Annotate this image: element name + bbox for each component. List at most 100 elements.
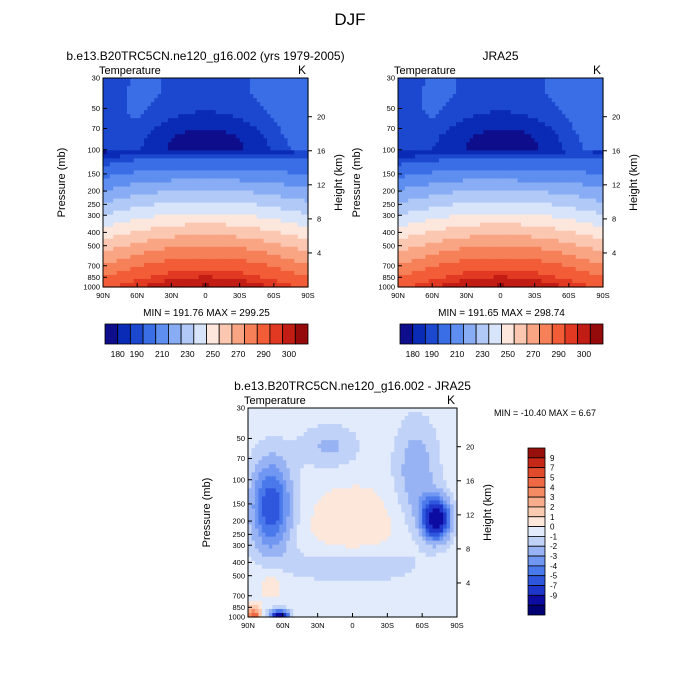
colorbar-1-box [551, 323, 566, 345]
panel-0-ytick-label: 300 [87, 211, 100, 220]
colorbar-2-box [527, 555, 546, 567]
colorbar-2-box [527, 604, 546, 616]
colorbar-2-label: -2 [550, 542, 558, 551]
colorbar-0-box [117, 323, 131, 345]
panel-0-ytick-right-label: 16 [317, 146, 325, 155]
colorbar-2-box [527, 516, 546, 527]
panel-1-ytick-label: 500 [382, 241, 395, 250]
colorbar-0-box [104, 323, 119, 345]
colorbar-2-label: -7 [550, 582, 558, 591]
colorbar-0-box [256, 323, 271, 345]
colorbar-2-label: 4 [550, 483, 555, 492]
panel-0-xtick-label: 90N [96, 291, 110, 300]
panel-2-ytick-label: 250 [232, 530, 245, 539]
panel-2-ylabel-right: Height (km) [482, 484, 494, 541]
panel-0-ylabel: Pressure (mb) [56, 148, 68, 218]
panel-2-ytick-label: 1000 [228, 613, 245, 622]
panel-2-ytick-label: 200 [232, 517, 245, 526]
panel-1-xtick-label: 0 [498, 291, 502, 300]
colorbar-0-box [231, 323, 245, 345]
colorbar-1-label: 300 [577, 349, 591, 359]
figure-title: DJF [334, 10, 366, 29]
panel-0-ytick-label: 500 [87, 241, 100, 250]
panel-1-title: JRA25 [482, 49, 518, 63]
panel-2-ytick-right-label: 16 [466, 476, 474, 485]
colorbar-0-box [155, 323, 169, 345]
panel-1-ytick-label: 400 [382, 228, 395, 237]
colorbar-2-label: 5 [550, 473, 555, 482]
panel-1-ytick-label: 300 [382, 211, 395, 220]
panel-2-ytick-label: 500 [232, 571, 245, 580]
panel-0-ylabel-right: Height (km) [333, 154, 345, 211]
colorbar-0-box [168, 323, 182, 345]
panel-0-ytick-right-label: 8 [317, 214, 321, 223]
colorbar-1-label: 210 [450, 349, 464, 359]
colorbar-0-label: 300 [282, 349, 296, 359]
panel-1-field [398, 78, 604, 288]
colorbar-1-box [463, 323, 477, 345]
panel-0-xtick-label: 90S [301, 291, 314, 300]
colorbar-2-label: 1 [550, 513, 555, 522]
panel-1-ytick-right-label: 4 [612, 249, 616, 258]
colorbar-1-label: 270 [526, 349, 540, 359]
panel-0-xtick-label: 30N [164, 291, 178, 300]
colorbar-0-label: 190 [130, 349, 144, 359]
colorbar-2-box [527, 447, 546, 459]
colorbar-2-box [527, 565, 546, 577]
panel-1-ytick-right-label: 20 [612, 112, 620, 121]
panel-0-ytick-label: 50 [92, 104, 100, 113]
panel-0-minmax: MIN = 191.76 MAX = 299.25 [143, 308, 270, 319]
panel-0-ytick-right-label: 4 [317, 249, 321, 258]
panel-1-ytick-label: 100 [382, 145, 395, 154]
colorbar-0-label: 180 [111, 349, 125, 359]
colorbar-1-box [399, 323, 414, 345]
panel-2-right-label: K [447, 393, 455, 407]
colorbar-0-label: 250 [206, 349, 220, 359]
colorbar-1-box [539, 323, 553, 345]
panel-0-xtick-label: 60N [130, 291, 144, 300]
colorbar-1-box [488, 323, 502, 345]
colorbar-0-box [244, 323, 258, 345]
panel-2-field [248, 408, 458, 618]
panel-0-field [103, 78, 309, 288]
colorbar-1-box [437, 323, 452, 345]
panel-2-ytick-label: 850 [232, 603, 245, 612]
panel-1-ytick-right-label: 8 [612, 214, 616, 223]
panel-1-ytick-label: 150 [382, 170, 395, 179]
colorbar-2-label: -5 [550, 572, 558, 581]
panel-1-minmax: MIN = 191.65 MAX = 298.74 [438, 308, 565, 319]
panel-2-ytick-right-label: 8 [466, 544, 470, 553]
colorbar-1-box [501, 323, 515, 345]
colorbar-0-box [129, 323, 144, 345]
colorbar-1-box [577, 323, 591, 345]
panel-0-ytick-label: 250 [87, 200, 100, 209]
panel-2-xtick-label: 30S [381, 621, 394, 630]
panel-2-xtick-label: 0 [350, 621, 354, 630]
colorbar-2-label: 7 [550, 464, 555, 473]
panel-1-xtick-label: 30S [528, 291, 541, 300]
colorbar-0-label: 210 [155, 349, 169, 359]
colorbar-2-label: 9 [550, 454, 555, 463]
panel-2-ylabel: Pressure (mb) [201, 478, 213, 548]
panel-2-ytick-label: 700 [232, 591, 245, 600]
colorbar-2-box [527, 585, 546, 596]
panel-2-xtick-label: 90S [450, 621, 463, 630]
panel-1-xtick-label: 30N [459, 291, 473, 300]
panel-0-ytick-right-label: 20 [317, 112, 325, 121]
colorbar-2-box [527, 486, 546, 498]
colorbar-2-box [527, 496, 546, 508]
colorbar-0-box [180, 323, 195, 345]
panel-0-ytick-label: 400 [87, 228, 100, 237]
panel-1-xtick-label: 90S [596, 291, 609, 300]
panel-1-ylabel-right: Height (km) [628, 154, 640, 211]
colorbar-1-box [564, 323, 579, 345]
colorbar-2-label: 3 [550, 493, 555, 502]
panel-1-ylabel: Pressure (mb) [351, 148, 363, 218]
colorbar-1-label: 190 [425, 349, 439, 359]
panel-2-title: b.e13.B20TRC5CN.ne120_g16.002 - JRA25 [234, 379, 471, 393]
panel-0-ytick-label: 1000 [83, 283, 100, 292]
colorbar-2-label: -1 [550, 532, 558, 541]
colorbar-0-box [218, 323, 233, 345]
panel-0-left-label: Temperature [99, 65, 161, 77]
